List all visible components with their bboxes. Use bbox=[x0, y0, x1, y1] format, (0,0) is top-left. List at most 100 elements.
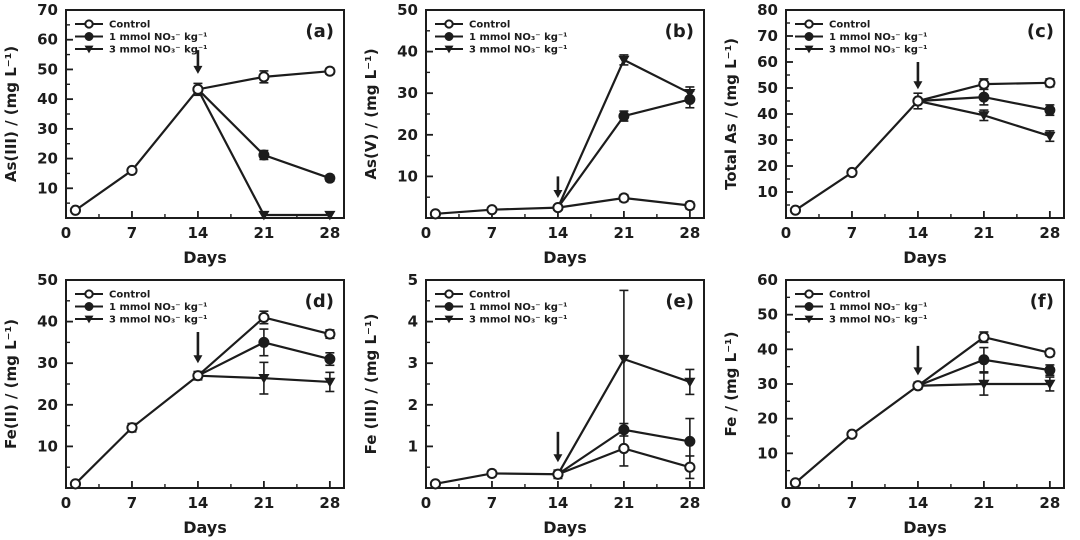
control-open-circle-marker bbox=[846, 428, 858, 440]
control-open-circle-marker bbox=[84, 289, 94, 299]
filled-circle-marker bbox=[258, 336, 270, 348]
control-open-circle-marker bbox=[444, 289, 454, 299]
series-control bbox=[69, 65, 336, 216]
y-tick-label: 60 bbox=[757, 271, 778, 289]
filled-circle-marker bbox=[618, 110, 630, 122]
legend-label: Control bbox=[469, 290, 510, 301]
control-open-circle-marker bbox=[69, 204, 82, 216]
x-tick-label: 28 bbox=[679, 224, 700, 242]
chart-panel-a: 0 7 14 21 28 Days 10 20 30 40 50 60 70 As(III) / (mg … bbox=[0, 0, 360, 270]
x-axis: 0 7 14 21 28 bbox=[61, 481, 340, 512]
control-open-circle-marker bbox=[69, 478, 82, 490]
control-open-circle-marker bbox=[324, 328, 336, 340]
series-nitrate-3mmol bbox=[917, 99, 1056, 143]
legend-label: Control bbox=[469, 20, 510, 31]
chart-canvas-a: 0 7 14 21 28 Days 10 20 30 40 50 60 70 As(III) / (mg … bbox=[2, 1, 345, 267]
x-axis: 0 7 14 21 28 bbox=[421, 211, 700, 242]
x-axis-label: Days bbox=[183, 248, 227, 267]
legend-item: Control bbox=[435, 289, 510, 301]
legend-item: Control bbox=[435, 19, 510, 31]
y-tick-label: 20 bbox=[757, 410, 778, 428]
panel-letter: (d) bbox=[305, 291, 334, 312]
x-tick-label: 14 bbox=[187, 494, 208, 512]
y-axis: 1 2 3 4 5 bbox=[408, 271, 433, 468]
control-open-circle-marker bbox=[444, 19, 454, 29]
y-tick-label: 1 bbox=[408, 437, 418, 455]
x-tick-label: 7 bbox=[127, 224, 137, 242]
event-arrow bbox=[913, 62, 923, 90]
legend-label: 3 mmol NO₃⁻ kg⁻¹ bbox=[109, 315, 208, 326]
series-nitrate-1mmol bbox=[917, 346, 1056, 387]
legend-label: Control bbox=[829, 290, 870, 301]
legend-item: 1 mmol NO₃⁻ kg⁻¹ bbox=[795, 302, 928, 313]
filled-triangle-down-marker bbox=[258, 210, 270, 221]
control-open-circle-marker bbox=[192, 370, 204, 382]
control-open-circle-marker bbox=[324, 65, 336, 77]
filled-circle-marker bbox=[804, 302, 814, 311]
control-open-circle-marker bbox=[552, 468, 564, 480]
control-open-circle-marker bbox=[258, 311, 270, 324]
y-tick-label: 30 bbox=[757, 375, 778, 393]
control-open-circle-marker bbox=[789, 204, 802, 216]
y-axis-label: Fe (III) / (mg L⁻¹) bbox=[362, 314, 380, 455]
filled-circle-marker bbox=[84, 32, 94, 41]
y-tick-label: 70 bbox=[757, 27, 778, 45]
control-open-circle-marker bbox=[84, 19, 94, 29]
control-open-circle-marker bbox=[912, 380, 924, 392]
y-tick-label: 40 bbox=[397, 43, 418, 61]
panel-letter: (a) bbox=[305, 21, 334, 42]
chart-panel-d: 0 7 14 21 28 Days 10 20 30 40 50 Fe(II) / (mg L⁻¹) (… bbox=[0, 270, 360, 540]
x-tick-label: 14 bbox=[187, 224, 208, 242]
x-tick-label: 28 bbox=[1039, 494, 1060, 512]
legend-item: 3 mmol NO₃⁻ kg⁻¹ bbox=[795, 45, 928, 56]
x-tick-label: 21 bbox=[253, 494, 274, 512]
chart-canvas-c: 0 7 14 21 28 Days 10 20 30 40 50 60 70 80 Total As / (… bbox=[722, 1, 1065, 267]
event-arrow bbox=[193, 50, 203, 74]
y-tick-label: 10 bbox=[37, 437, 58, 455]
filled-triangle-down-marker bbox=[618, 55, 630, 66]
filled-circle-marker bbox=[684, 435, 696, 447]
series-control bbox=[789, 77, 1056, 216]
y-tick-label: 20 bbox=[397, 126, 418, 144]
legend-label: 3 mmol NO₃⁻ kg⁻¹ bbox=[469, 315, 568, 326]
series-nitrate-3mmol bbox=[917, 372, 1056, 396]
control-open-circle-marker bbox=[1044, 77, 1056, 89]
filled-triangle-down-marker bbox=[684, 377, 696, 388]
y-axis: 10 20 30 40 50 60 bbox=[757, 271, 793, 472]
control-open-circle-marker bbox=[618, 192, 630, 204]
filled-triangle-down-marker bbox=[804, 315, 814, 324]
legend-item: Control bbox=[75, 289, 150, 301]
series-control bbox=[429, 192, 696, 220]
control-open-circle-marker bbox=[1044, 347, 1056, 359]
filled-triangle-down-marker bbox=[1044, 379, 1056, 390]
legend-label: 1 mmol NO₃⁻ kg⁻¹ bbox=[109, 302, 208, 313]
x-tick-label: 14 bbox=[907, 224, 928, 242]
legend-label: 1 mmol NO₃⁻ kg⁻¹ bbox=[469, 302, 568, 313]
filled-triangle-down-marker bbox=[258, 373, 270, 384]
x-tick-label: 0 bbox=[421, 494, 431, 512]
y-tick-label: 5 bbox=[408, 271, 418, 289]
x-tick-label: 0 bbox=[781, 494, 791, 512]
chart-panel-b: 0 7 14 21 28 Days 10 20 30 40 50 As(V) / (mg L⁻¹) (b… bbox=[360, 0, 720, 270]
x-tick-label: 0 bbox=[421, 224, 431, 242]
panel-letter: (b) bbox=[665, 21, 694, 42]
y-tick-label: 60 bbox=[757, 53, 778, 71]
panel-letter: (c) bbox=[1027, 21, 1054, 42]
y-tick-label: 4 bbox=[408, 313, 418, 331]
y-tick-label: 50 bbox=[37, 60, 58, 78]
series-nitrate-1mmol bbox=[197, 328, 336, 377]
y-axis-label: As(V) / (mg L⁻¹) bbox=[362, 48, 380, 179]
control-open-circle-marker bbox=[486, 204, 498, 216]
panel-letter: (e) bbox=[665, 291, 694, 312]
control-open-circle-marker bbox=[978, 331, 990, 343]
panel-letter: (f) bbox=[1030, 291, 1054, 312]
control-open-circle-marker bbox=[429, 478, 442, 490]
legend-label: 1 mmol NO₃⁻ kg⁻¹ bbox=[829, 32, 928, 43]
legend-label: Control bbox=[109, 20, 150, 31]
y-tick-label: 30 bbox=[37, 354, 58, 372]
y-tick-label: 10 bbox=[37, 179, 58, 197]
x-tick-label: 14 bbox=[907, 494, 928, 512]
